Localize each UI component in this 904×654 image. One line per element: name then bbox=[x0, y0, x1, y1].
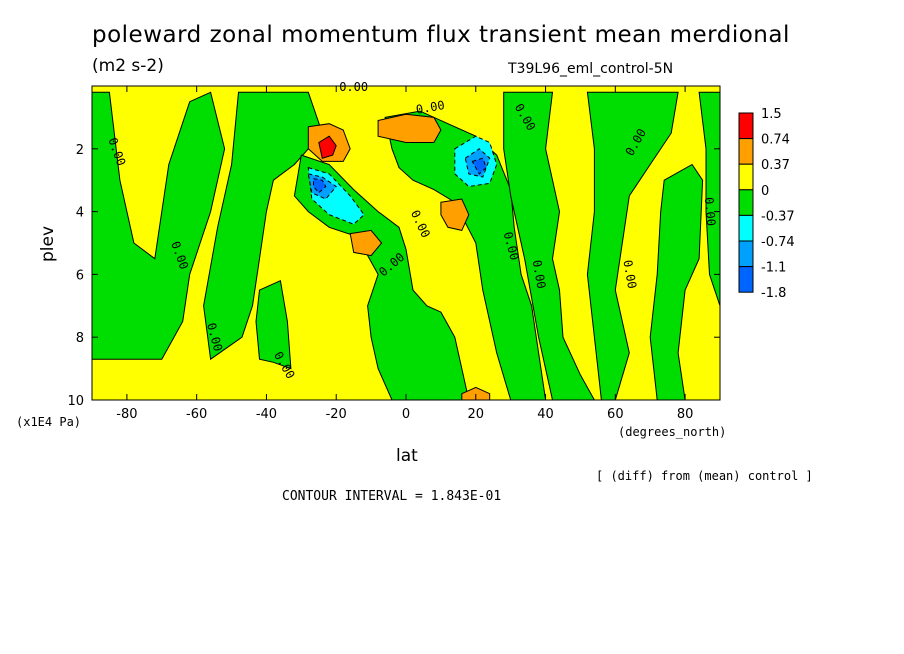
x-axis-label: lat bbox=[396, 446, 418, 466]
contour-region-7 bbox=[649, 163, 704, 401]
colorbar-label-5: -0.74 bbox=[761, 235, 795, 250]
colorbar-box-5 bbox=[738, 240, 754, 268]
diff-note: [ (diff) from (mean) control ] bbox=[596, 469, 813, 483]
contour-region-6 bbox=[586, 91, 679, 401]
run-name: T39L96_eml_control-5N bbox=[508, 61, 674, 77]
x-axis-units: (degrees_north) bbox=[618, 425, 727, 439]
colorbar-label-2: 0.37 bbox=[761, 158, 790, 173]
zero-label-4: 0.00 bbox=[339, 80, 368, 94]
y-tick-label: 10 bbox=[67, 394, 84, 409]
y-tick-label: 2 bbox=[76, 143, 84, 158]
chart-units: (m2 s-2) bbox=[92, 56, 164, 76]
y-axis-ticks: 2 4 6 8 10 bbox=[67, 143, 720, 409]
colorbar-box-4 bbox=[738, 214, 754, 242]
y-tick-label: 4 bbox=[76, 206, 84, 221]
colorbar-label-1: 0.74 bbox=[761, 133, 790, 148]
y-tick-label: 6 bbox=[76, 268, 84, 283]
zero-label-10: 0.00 bbox=[530, 259, 549, 290]
colorbar: 1.5 0.74 0.37 0 -0.37 -0.74 -1.1 -1.8 bbox=[738, 107, 795, 301]
colorbar-box-0 bbox=[738, 112, 754, 140]
x-tick-label: 20 bbox=[468, 407, 485, 422]
x-tick-label: 80 bbox=[677, 407, 694, 422]
colorbar-box-6 bbox=[738, 266, 754, 293]
x-tick-label: -80 bbox=[116, 407, 137, 422]
colorbar-box-3 bbox=[738, 189, 754, 216]
colorbar-label-3: 0 bbox=[761, 184, 769, 199]
x-tick-label: 60 bbox=[607, 407, 624, 422]
x-tick-label: -20 bbox=[326, 407, 347, 422]
contour-region-19 bbox=[349, 229, 383, 257]
contour-region-20 bbox=[461, 386, 491, 401]
zero-label-5: 0.00 bbox=[415, 98, 446, 117]
contour-region-18 bbox=[440, 198, 470, 231]
contour-region-17 bbox=[377, 113, 442, 143]
colorbar-label-6: -1.1 bbox=[761, 261, 786, 276]
y-axis-label: plev bbox=[38, 225, 58, 262]
x-tick-label: 0 bbox=[402, 407, 410, 422]
x-axis-ticks: -80 -60 -40 -20 0 20 40 60 80 bbox=[116, 86, 693, 422]
zero-label-12: 0.00 bbox=[620, 259, 639, 290]
contour-region-14 bbox=[471, 157, 487, 175]
contour-region-2 bbox=[255, 279, 292, 370]
contour-region-11 bbox=[313, 178, 327, 194]
chart-title: poleward zonal momentum flux transient m… bbox=[92, 22, 790, 48]
zero-label-13: 0.00 bbox=[702, 197, 718, 227]
contour-interval: CONTOUR INTERVAL = 1.843E-01 bbox=[282, 489, 502, 504]
y-tick-label: 8 bbox=[76, 331, 84, 346]
x-tick-label: -60 bbox=[186, 407, 207, 422]
colorbar-box-1 bbox=[738, 138, 754, 165]
contour-fills bbox=[91, 86, 721, 401]
colorbar-label-7: -1.8 bbox=[761, 286, 786, 301]
colorbar-label-0: 1.5 bbox=[761, 107, 782, 122]
contour-region-0 bbox=[91, 91, 226, 360]
contour-region-5 bbox=[503, 91, 596, 401]
y-axis-units: (x1E4 Pa) bbox=[16, 415, 82, 429]
contour-region-16 bbox=[318, 135, 337, 159]
colorbar-label-4: -0.37 bbox=[761, 209, 795, 224]
colorbar-box-2 bbox=[738, 163, 754, 191]
x-tick-label: 40 bbox=[537, 407, 554, 422]
x-tick-label: -40 bbox=[256, 407, 277, 422]
